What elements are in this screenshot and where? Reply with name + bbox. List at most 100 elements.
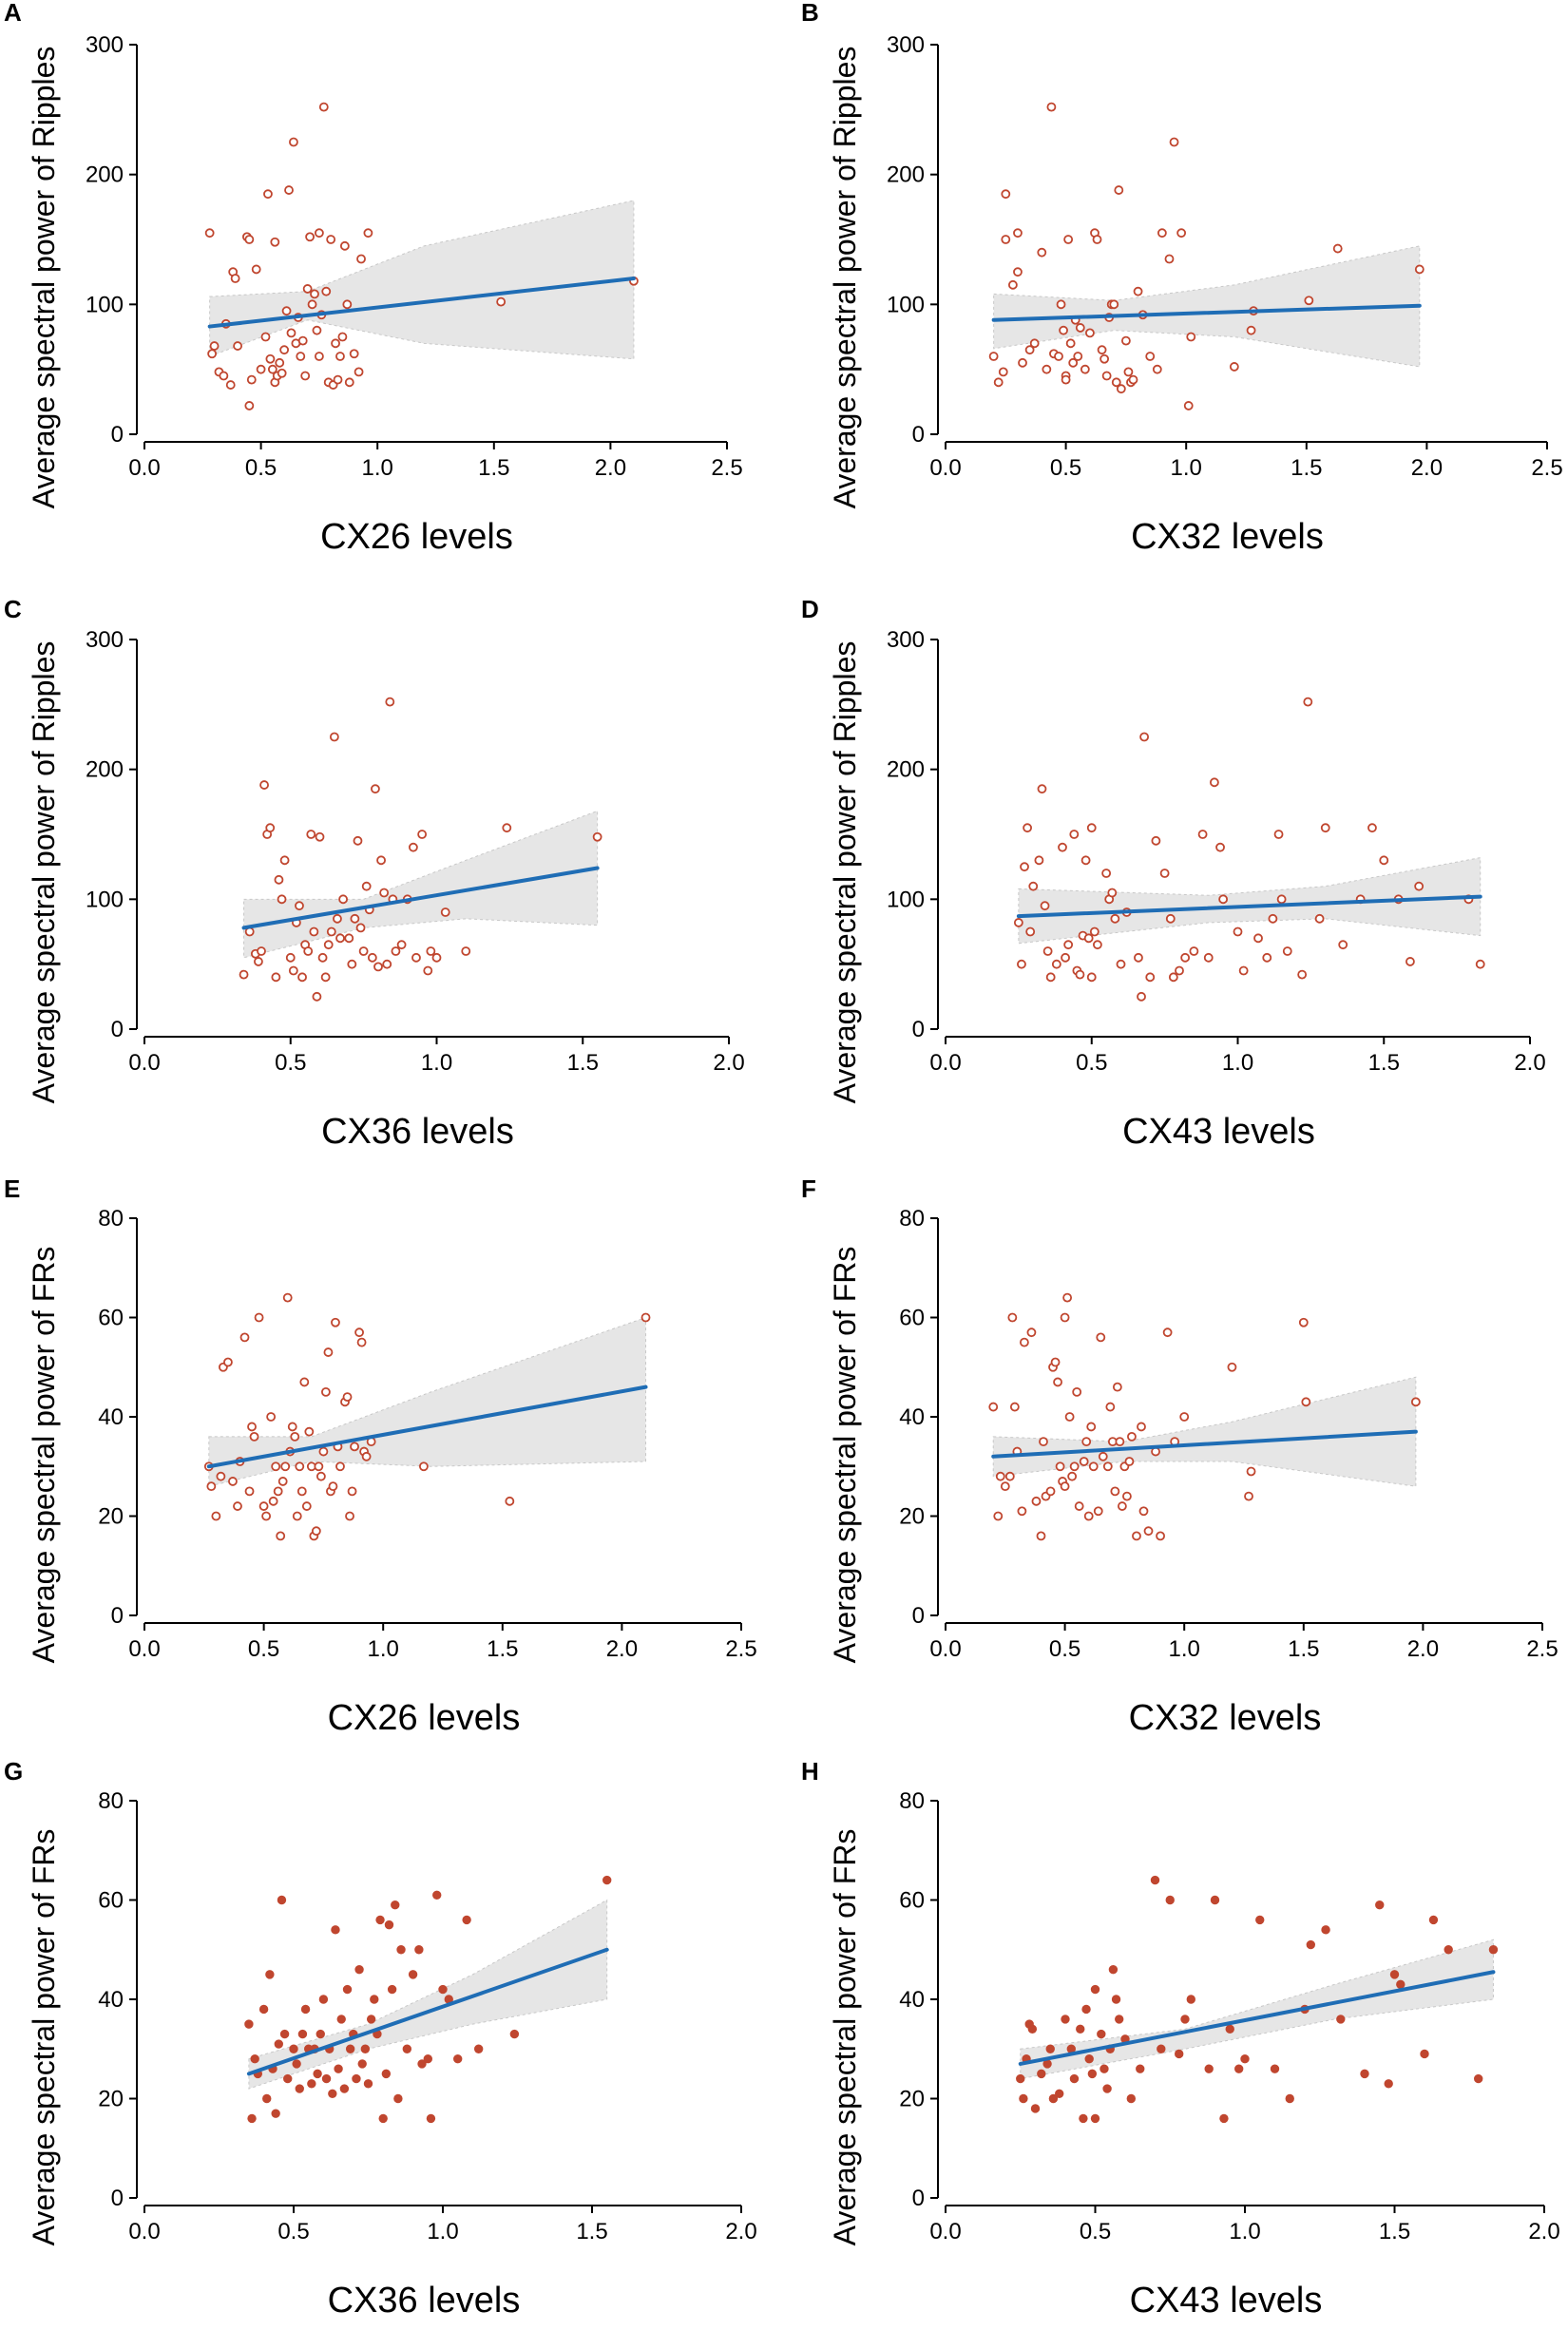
data-point bbox=[297, 335, 308, 346]
panel-letter: A bbox=[4, 0, 22, 27]
data-point bbox=[1475, 959, 1485, 969]
x-tick-label: 0.5 bbox=[245, 455, 277, 481]
data-point bbox=[426, 946, 436, 956]
data-point bbox=[1051, 959, 1061, 969]
x-tick-label: 2.0 bbox=[1514, 1050, 1545, 1076]
regression-line bbox=[241, 866, 600, 930]
data-point bbox=[1017, 1506, 1027, 1517]
data-point bbox=[1285, 2093, 1294, 2104]
panel-letter: C bbox=[4, 595, 22, 623]
data-point bbox=[275, 357, 285, 368]
x-tick-label: 2.5 bbox=[725, 1636, 756, 1662]
data-point bbox=[1061, 952, 1070, 963]
data-point bbox=[1405, 957, 1415, 966]
data-point bbox=[1086, 972, 1097, 983]
data-point bbox=[312, 325, 322, 335]
data-point bbox=[1444, 1945, 1453, 1955]
data-point bbox=[1179, 1412, 1190, 1422]
data-point bbox=[502, 823, 512, 833]
y-tick-label: 40 bbox=[899, 1404, 925, 1430]
data-point bbox=[290, 1432, 300, 1442]
data-point bbox=[1046, 102, 1057, 112]
data-point bbox=[1084, 2054, 1094, 2064]
data-point bbox=[1086, 823, 1097, 833]
confidence-band bbox=[208, 1316, 647, 1487]
data-point bbox=[1122, 1491, 1132, 1501]
data-point bbox=[258, 1501, 269, 1511]
data-point bbox=[338, 894, 349, 905]
data-point bbox=[1100, 353, 1110, 364]
data-point bbox=[321, 286, 332, 296]
data-point bbox=[1075, 323, 1085, 333]
x-tick-label: 1.0 bbox=[368, 1636, 399, 1662]
data-point bbox=[295, 901, 304, 911]
data-point bbox=[246, 374, 257, 385]
data-point bbox=[1360, 2069, 1369, 2079]
data-point bbox=[265, 353, 276, 364]
data-point bbox=[993, 377, 1004, 388]
data-point bbox=[453, 2054, 463, 2064]
data-point bbox=[271, 1461, 281, 1472]
data-point bbox=[292, 1511, 302, 1521]
data-point bbox=[998, 367, 1008, 377]
data-point bbox=[267, 364, 277, 374]
data-point bbox=[239, 1332, 250, 1343]
data-point bbox=[254, 957, 263, 966]
data-point bbox=[1124, 1457, 1135, 1466]
confidence-band bbox=[209, 200, 635, 360]
data-point bbox=[393, 2093, 403, 2104]
data-point bbox=[1024, 345, 1035, 355]
data-point bbox=[335, 352, 345, 361]
data-point bbox=[1100, 2064, 1109, 2073]
data-point bbox=[331, 1317, 340, 1327]
x-tick-label: 1.0 bbox=[1171, 455, 1202, 481]
data-point bbox=[411, 952, 421, 963]
data-point bbox=[1414, 881, 1425, 891]
data-point bbox=[304, 1426, 315, 1437]
data-point bbox=[1019, 2093, 1028, 2104]
data-point bbox=[1367, 823, 1377, 833]
data-point bbox=[1042, 364, 1052, 374]
data-point bbox=[271, 972, 281, 983]
data-point bbox=[1137, 991, 1146, 1002]
data-point bbox=[1016, 2073, 1025, 2084]
data-point bbox=[431, 952, 442, 963]
x-tick-label: 0.0 bbox=[929, 1636, 961, 1662]
data-point bbox=[1074, 1501, 1084, 1511]
x-tick-label: 0.5 bbox=[1050, 455, 1081, 481]
data-point bbox=[1059, 325, 1068, 335]
data-point bbox=[1053, 1377, 1062, 1387]
data-point bbox=[363, 228, 373, 239]
data-point bbox=[244, 235, 255, 244]
data-point bbox=[317, 952, 328, 963]
data-point bbox=[1246, 325, 1256, 335]
data-point bbox=[1410, 1397, 1421, 1407]
data-point bbox=[367, 952, 377, 963]
y-tick-label: 300 bbox=[887, 627, 925, 653]
data-point bbox=[1132, 1531, 1141, 1541]
data-point bbox=[1150, 1875, 1160, 1885]
data-point bbox=[1001, 235, 1011, 244]
data-point bbox=[381, 2069, 392, 2079]
data-point bbox=[361, 1451, 372, 1461]
data-point bbox=[1168, 972, 1178, 983]
data-point bbox=[1061, 2015, 1070, 2024]
x-axis-title: CX43 levels bbox=[1122, 1112, 1315, 1152]
data-point bbox=[354, 1327, 364, 1338]
data-point bbox=[1115, 2015, 1124, 2024]
data-point bbox=[1064, 1412, 1075, 1422]
data-point bbox=[228, 1477, 238, 1486]
data-point bbox=[1246, 1466, 1256, 1477]
data-point bbox=[1165, 1895, 1175, 1905]
data-point bbox=[1203, 952, 1214, 963]
panel-d: D 0 100 200 300 0.0 0.5 1.0 1.5 2.0 CX43 levels Ave… bbox=[801, 595, 1546, 1152]
data-point bbox=[350, 1442, 359, 1452]
data-point bbox=[350, 913, 360, 924]
x-tick-label: 1.0 bbox=[1222, 1050, 1253, 1076]
panel-b: B 0 100 200 300 0.0 0.5 1.0 1.5 2.0 2.5 CX32 levels… bbox=[801, 0, 1563, 557]
data-point bbox=[289, 137, 298, 147]
y-tick-label: 80 bbox=[899, 1788, 925, 1814]
data-point bbox=[1238, 965, 1249, 976]
data-point bbox=[1054, 352, 1063, 361]
